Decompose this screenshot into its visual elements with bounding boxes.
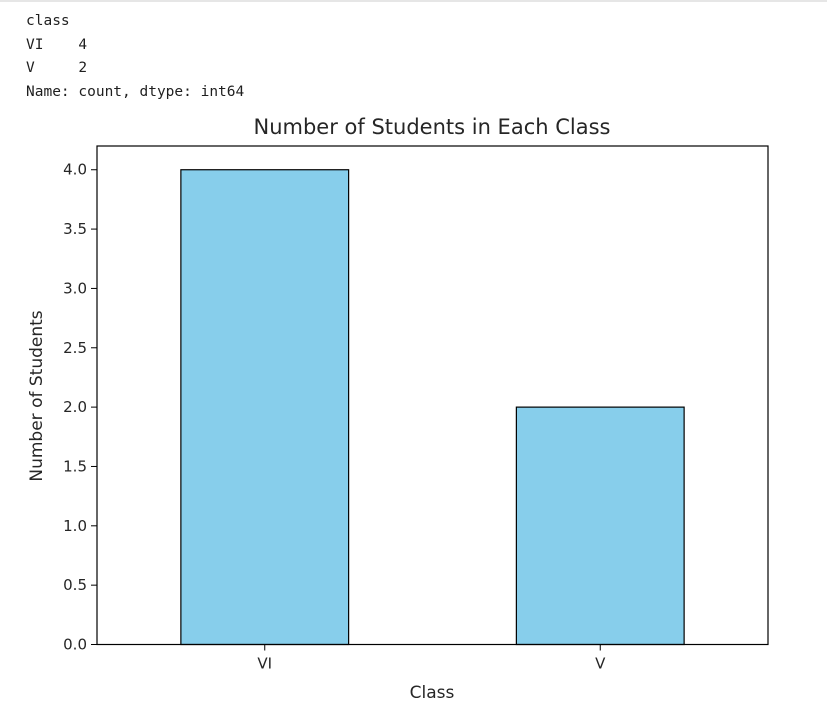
- bar-vi: [180, 169, 350, 646]
- x-tick-label: V: [595, 655, 606, 673]
- output-line: VI 4: [26, 36, 88, 53]
- cell-output-text: class VI 4 V 2 Name: count, dtype: int64: [26, 10, 244, 104]
- y-tick-label: 3.5: [63, 220, 87, 238]
- y-tick-label: 0.5: [63, 576, 87, 594]
- y-axis-label: Number of Students: [27, 310, 47, 481]
- y-tick-label: 1.5: [63, 457, 87, 475]
- x-tick-label: VI: [257, 655, 272, 673]
- output-line: Name: count, dtype: int64: [26, 83, 245, 100]
- y-tick-label: 4.0: [63, 161, 87, 179]
- output-line: V 2: [26, 60, 88, 76]
- output-line: class: [26, 13, 70, 29]
- cell-top-border: [0, 0, 827, 2]
- plot-frame: [96, 145, 769, 646]
- chart-title: Number of Students in Each Class: [254, 115, 611, 139]
- x-axis-label: Class: [410, 683, 455, 703]
- y-tick-label: 3.0: [63, 279, 87, 297]
- y-tick-label: 2.5: [63, 339, 87, 357]
- bar-v: [515, 406, 685, 646]
- y-tick-label: 0.0: [63, 636, 87, 654]
- y-tick-label: 1.0: [63, 517, 87, 535]
- y-tick-label: 2.0: [63, 398, 87, 416]
